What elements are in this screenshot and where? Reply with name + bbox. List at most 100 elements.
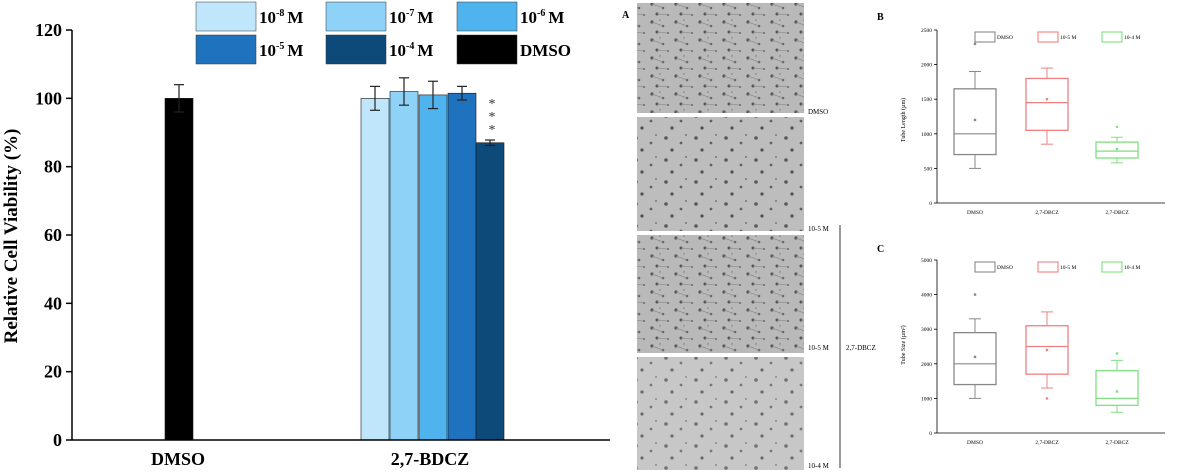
legend: 10-8 M 10-7 M 10-6 M 10-5 M 10-4 M DMSO: [195, 1, 571, 65]
x-category-label: 2,7-DBCZ: [1105, 210, 1129, 216]
micrograph-low-2: [637, 235, 804, 353]
y-tick-label: 0: [929, 201, 932, 207]
x-category-label: DMSO: [151, 449, 205, 469]
legend-swatch: [974, 31, 996, 43]
legend-swatch: [195, 34, 257, 65]
box-c-y-title: Tube Size (µm²): [900, 325, 907, 364]
legend-label: 10-5 M: [259, 41, 303, 60]
micrograph-high: [637, 357, 804, 470]
significance-star: *: [489, 110, 496, 125]
y-tick-label: 1000: [921, 132, 932, 138]
legend-label: 10-4 M: [1124, 35, 1140, 41]
legend-label: DMSO: [997, 265, 1013, 271]
legend-swatch: [195, 1, 257, 32]
micrograph-panel: A DMSO 10-5 M 10-5 M 10-4 M 2,7-DBCZ: [622, 3, 876, 470]
legend-label: DMSO: [520, 41, 571, 60]
box-mean: [1045, 98, 1049, 101]
x-category-label: 2,7-DBCZ: [1035, 440, 1059, 446]
legend-label: 10-6 M: [520, 8, 564, 27]
box-outlier: [1115, 125, 1119, 129]
legend-label: DMSO: [997, 35, 1013, 41]
bar: [418, 94, 448, 441]
legend-swatch: [325, 34, 387, 65]
x-category-label: DMSO: [967, 440, 983, 446]
box: [1025, 325, 1069, 375]
y-tick-label: 500: [924, 166, 933, 172]
box-mean: [973, 355, 977, 359]
x-category-label: 2,7-BDCZ: [391, 449, 470, 469]
box-outlier: [1045, 397, 1049, 400]
box: [1095, 370, 1139, 406]
y-tick-label: 80: [44, 157, 62, 177]
micrograph-label-dmso: DMSO: [808, 108, 828, 116]
x-category-label: DMSO: [967, 210, 983, 216]
y-tick-label: 120: [35, 20, 62, 40]
legend-label: 10-5 M: [1060, 35, 1076, 41]
micrograph-label-low: 10-5 M: [808, 225, 830, 233]
bar: [447, 92, 477, 441]
micrograph-label-high: 10-4 M: [808, 462, 830, 470]
significance-star: *: [489, 123, 496, 138]
y-axis-title: Relative Cell Viability (%): [1, 129, 22, 344]
bar: [360, 98, 390, 441]
y-tick-label: 0: [53, 430, 62, 450]
x-category-label: 2,7-DBCZ: [1035, 210, 1059, 216]
box: [953, 332, 997, 386]
box-outlier: [1115, 352, 1119, 355]
bar: [475, 142, 505, 441]
bar: [164, 98, 194, 441]
y-tick-label: 1000: [921, 396, 932, 402]
legend-swatch: [456, 1, 518, 32]
viability-bar-chart: Relative Cell Viability (%) 0 20 40 60 80 100…: [1, 1, 610, 469]
legend-label: 10-7 M: [389, 8, 433, 27]
legend-swatch: [1101, 261, 1123, 273]
box-plot-b: B Tube Length (µm) 0 500 1000 1500 2000 2500 D…: [877, 12, 1165, 216]
legend-swatch: [1101, 31, 1123, 43]
y-tick-label: 3000: [921, 327, 932, 333]
box-mean: [1115, 147, 1119, 151]
y-tick-label: 1500: [921, 97, 932, 103]
micrograph-low-1: [637, 117, 804, 231]
panel-letter-c: C: [877, 244, 884, 255]
box-b-y-title: Tube Length (µm): [900, 98, 907, 142]
legend-swatch: [325, 1, 387, 32]
y-tick-label: 100: [35, 88, 62, 108]
legend-label: 10-4 M: [389, 41, 433, 60]
box-mean: [973, 118, 977, 122]
legend-label: 10-8 M: [259, 8, 303, 27]
y-tick-label: 0: [929, 431, 932, 437]
box-outlier: [973, 42, 977, 46]
box: [953, 88, 997, 156]
legend-swatch: [1037, 31, 1059, 43]
y-tick-label: 4000: [921, 293, 932, 299]
box-plot-c: C Tube Size (µm²) 0 1000 2000 3000 4000 5000 D…: [877, 244, 1165, 446]
x-category-label: 2,7-DBCZ: [1105, 440, 1129, 446]
panel-letter-a: A: [622, 10, 630, 21]
legend-label: 10-4 M: [1124, 265, 1140, 271]
panel-letter-b: B: [877, 12, 884, 23]
micrograph-group-label: 2,7-DBCZ: [846, 344, 876, 352]
y-tick-label: 20: [44, 362, 62, 382]
y-tick-label: 2000: [921, 362, 932, 368]
legend-swatch: [974, 261, 996, 273]
y-tick-label: 2500: [921, 28, 932, 34]
y-axis-ticks: 0 20 40 60 80 100 120: [35, 20, 72, 450]
box-mean: [1115, 390, 1119, 393]
box: [1025, 77, 1069, 131]
box-outlier: [973, 293, 977, 296]
legend-swatch: [456, 34, 518, 65]
bar: [389, 91, 419, 441]
legend-swatch: [1037, 261, 1059, 273]
micrograph-dmso: [637, 3, 804, 113]
box-mean: [1045, 348, 1049, 352]
significance-star: *: [489, 97, 496, 112]
y-tick-label: 2000: [921, 63, 932, 69]
legend-label: 10-5 M: [1060, 265, 1076, 271]
bars: ***: [164, 77, 505, 441]
y-tick-label: 40: [44, 293, 62, 313]
y-tick-label: 5000: [921, 258, 932, 264]
box: [1095, 141, 1139, 159]
micrograph-label-mid: 10-5 M: [808, 344, 830, 352]
y-tick-label: 60: [44, 225, 62, 245]
